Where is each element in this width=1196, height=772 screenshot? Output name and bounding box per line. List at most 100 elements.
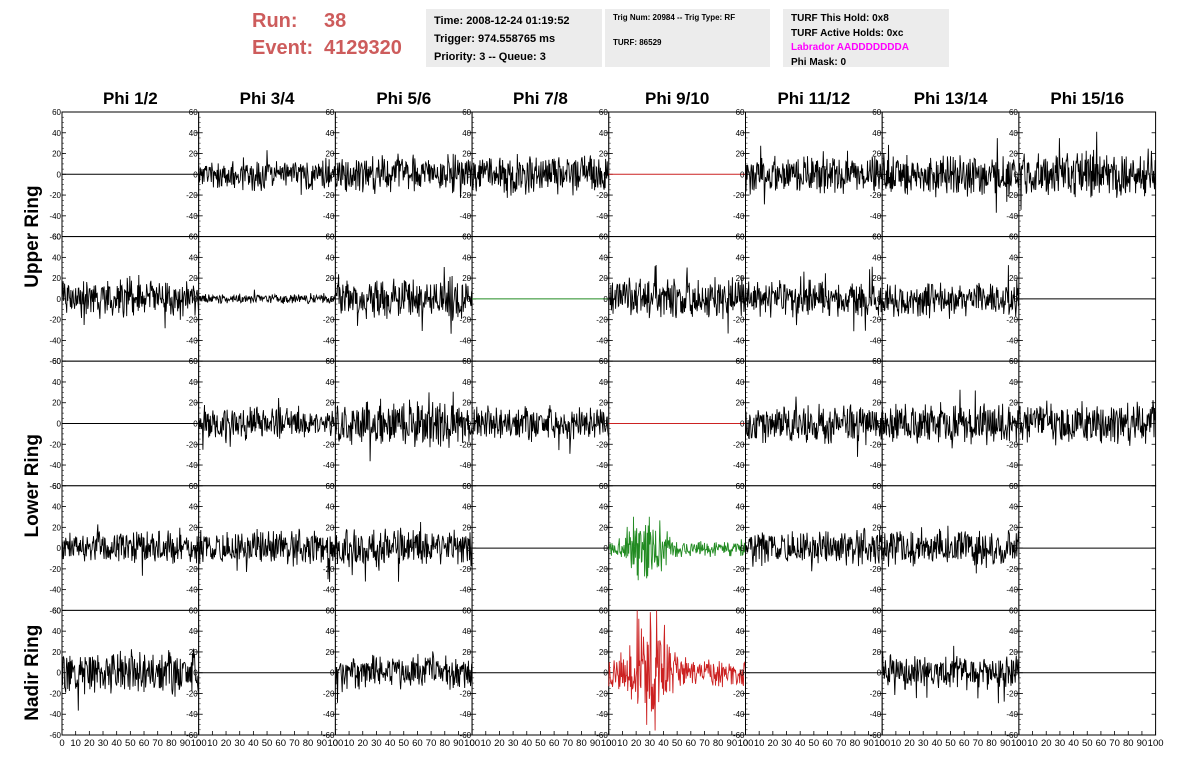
y-tick-label: 60 [325,482,334,491]
y-tick-label: -20 [323,191,335,200]
y-tick-label: 20 [189,523,198,532]
waveform-trace [608,516,746,581]
x-tick-label: 40 [111,738,122,749]
y-tick-label: 20 [189,150,198,159]
y-tick-label: 40 [462,253,471,262]
x-tick-label: 60 [1096,738,1107,749]
y-tick-label: -40 [596,461,608,470]
y-tick-label: 40 [462,129,471,138]
y-tick-label: -20 [186,316,198,325]
y-tick-label: 40 [52,129,61,138]
y-tick-label: -20 [460,565,472,574]
y-tick-label: 0 [330,295,335,304]
y-tick-label: 0 [193,544,198,553]
x-tick-label: 70 [1109,738,1120,749]
x-tick-label: 30 [234,738,245,749]
y-tick-label: 0 [1013,669,1018,678]
y-tick-label: 60 [1009,357,1018,366]
y-tick-label: 60 [462,606,471,615]
y-tick-label: 40 [736,627,745,636]
y-tick-label: 0 [193,669,198,678]
x-tick-label: 20 [904,738,915,749]
x-tick-label: 50 [535,738,546,749]
y-tick-label: -20 [596,316,608,325]
y-tick-label: -20 [870,689,882,698]
y-tick-label: 60 [1009,233,1018,242]
y-tick-label: -40 [596,212,608,221]
y-tick-label: 40 [189,129,198,138]
turf-active-text: TURF Active Holds: 0xc [791,27,904,39]
y-tick-label: 40 [462,503,471,512]
y-tick-label: -20 [186,689,198,698]
waveform-trace [1018,131,1157,210]
y-tick-label: 60 [325,357,334,366]
y-tick-label: 60 [189,482,198,491]
y-tick-label: -40 [49,461,61,470]
y-tick-label: 20 [599,150,608,159]
y-tick-label: 0 [57,420,62,429]
x-tick-label: 0 [196,738,201,749]
y-tick-label: 20 [325,150,334,159]
x-tick-label: 90 [316,738,327,749]
x-tick-label: 90 [1000,738,1011,749]
y-tick-label: -40 [870,710,882,719]
x-tick-label: 100 [874,738,890,749]
y-tick-label: 40 [325,627,334,636]
x-tick-label: 70 [699,738,710,749]
y-tick-label: 40 [599,253,608,262]
x-tick-label: 20 [357,738,368,749]
y-tick-label: -40 [1006,461,1018,470]
y-tick-label: 0 [877,420,882,429]
y-tick-label: 60 [599,606,608,615]
y-tick-label: -20 [460,191,472,200]
y-tick-label: -40 [460,586,472,595]
run-event-header: Run: 38 Event: 4129320 [252,8,402,62]
y-tick-label: 0 [1013,170,1018,179]
y-tick-label: 60 [52,357,61,366]
y-tick-label: 60 [736,233,745,242]
y-tick-label: -20 [1006,316,1018,325]
ring-label: Nadir Ring [22,625,43,721]
y-tick-label: 60 [872,357,881,366]
y-tick-label: 20 [52,150,61,159]
column-header: Phi 15/16 [1050,89,1124,108]
waveform-trace [471,153,610,198]
y-tick-label: 60 [599,357,608,366]
y-tick-label: 40 [189,627,198,636]
waveform-trace [881,389,1020,449]
y-tick-label: 60 [736,606,745,615]
waveform-trace [334,391,473,462]
y-tick-label: -40 [596,710,608,719]
y-tick-label: 40 [872,378,881,387]
y-tick-label: -40 [460,461,472,470]
x-tick-label: 60 [412,738,423,749]
x-tick-label: 0 [469,738,474,749]
y-tick-label: 20 [462,648,471,657]
y-tick-label: 0 [57,170,62,179]
y-tick-label: -20 [870,565,882,574]
y-tick-label: 20 [52,648,61,657]
x-tick-label: 90 [590,738,601,749]
y-tick-label: -20 [1006,689,1018,698]
event-value: 4129320 [324,37,402,59]
x-tick-label: 10 [207,738,218,749]
run-value: 38 [324,10,347,32]
x-tick-label: 20 [1041,738,1052,749]
y-tick-label: 0 [877,295,882,304]
event-row: Event: 4129320 [252,35,402,62]
x-tick-label: 10 [344,738,355,749]
y-tick-label: 60 [599,108,608,117]
x-tick-label: 70 [973,738,984,749]
y-tick-label: 20 [1009,648,1018,657]
y-tick-label: -60 [460,731,472,740]
time-info-box: Time: 2008-12-24 01:19:52 Trigger: 974.5… [426,9,602,67]
event-label: Event: [252,37,314,59]
